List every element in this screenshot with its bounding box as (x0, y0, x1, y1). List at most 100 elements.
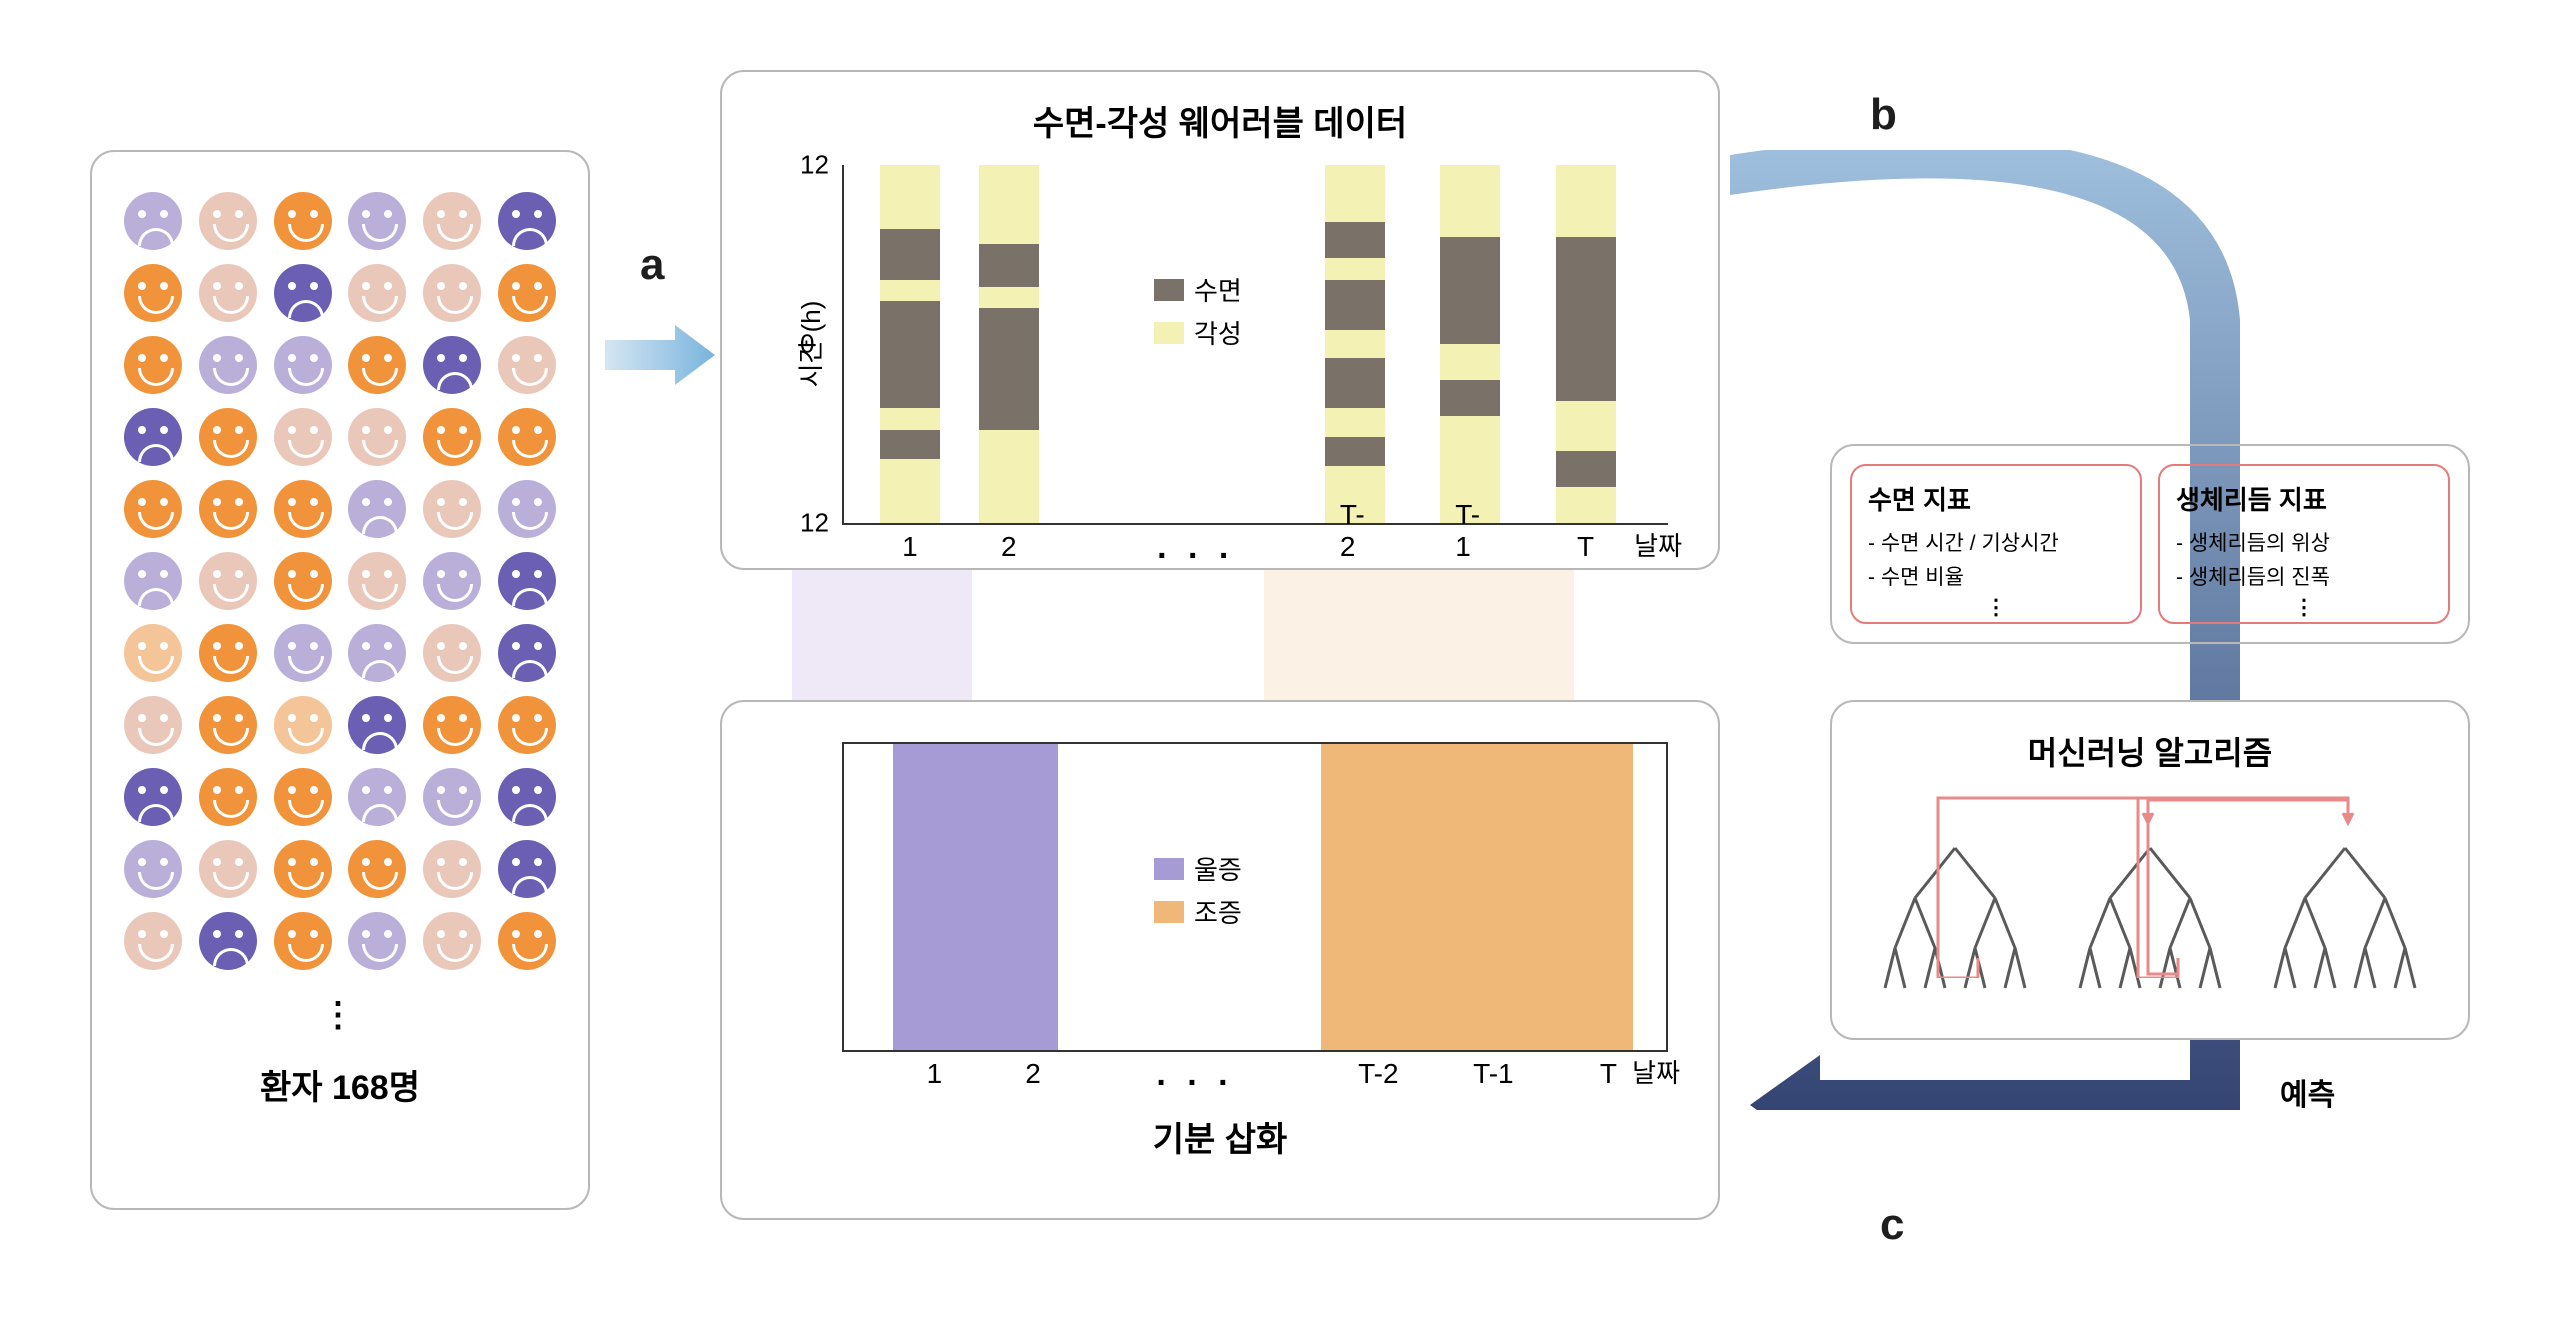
patient-face (124, 552, 182, 610)
patient-face (498, 624, 556, 682)
feat-sleep-title: 수면 지표 (1868, 480, 2124, 517)
label-c: c (1880, 1200, 1904, 1250)
patient-face (199, 912, 257, 970)
patient-face (348, 768, 406, 826)
patient-face (124, 696, 182, 754)
mood-xtick: T-1 (1473, 1058, 1513, 1090)
patient-face (199, 552, 257, 610)
ytick-mid: 0 (800, 329, 814, 360)
patient-face (498, 480, 556, 538)
feat-sleep-item: - 수면 시간 / 기상시간 (1868, 527, 2124, 557)
patient-face (498, 912, 556, 970)
sleepwake-column: 2 (979, 165, 1039, 523)
patient-face (124, 840, 182, 898)
patient-face (423, 624, 481, 682)
patient-face (199, 408, 257, 466)
patients-caption: 환자 168명 (122, 1060, 558, 1109)
patient-face (348, 192, 406, 250)
sw-xtick: T-1 (1455, 499, 1485, 563)
patient-face (498, 840, 556, 898)
feat-dots: ⋮ (1868, 595, 2124, 620)
sw-xtick: T-2 (1340, 499, 1370, 563)
patient-face (423, 840, 481, 898)
patient-face (498, 408, 556, 466)
mood-caption: 기분 삽화 (762, 1112, 1678, 1161)
feat-circ-title: 생체리듬 지표 (2176, 480, 2432, 517)
patient-face (348, 696, 406, 754)
patient-face (199, 768, 257, 826)
feat-circ-item: - 생체리듬의 진폭 (2176, 561, 2432, 591)
patient-face (423, 264, 481, 322)
patient-face (274, 480, 332, 538)
sleepwake-column: T (1556, 165, 1616, 523)
patient-face (498, 264, 556, 322)
mood-xtick: 2 (1025, 1058, 1041, 1090)
feat-circ-item: - 생체리듬의 위상 (2176, 527, 2432, 557)
mood-xtick: T (1600, 1058, 1617, 1090)
predict-label: 예측 (2280, 1070, 2335, 1114)
patient-face (199, 264, 257, 322)
patient-face (348, 912, 406, 970)
patient-face (274, 552, 332, 610)
patient-face (348, 840, 406, 898)
legend-mania: 조증 (1194, 893, 1242, 930)
tree-links (1858, 778, 2458, 978)
patient-face (423, 696, 481, 754)
patient-face (423, 408, 481, 466)
patient-face (124, 768, 182, 826)
patient-face (199, 840, 257, 898)
sleepwake-mid-dots: . . . (1157, 528, 1234, 567)
mood-bar (1321, 744, 1633, 1050)
patient-face (348, 552, 406, 610)
patient-face (124, 480, 182, 538)
trees (1858, 798, 2442, 998)
patient-face (348, 408, 406, 466)
sleepwake-title: 수면-각성 웨어러블 데이터 (762, 96, 1678, 145)
mood-xlabel: 날짜 (1632, 1053, 1680, 1090)
patient-face (124, 408, 182, 466)
patient-face (274, 840, 332, 898)
feat-dots: ⋮ (2176, 595, 2432, 620)
patient-face (348, 336, 406, 394)
patient-face (124, 624, 182, 682)
sw-xtick: 1 (902, 531, 918, 563)
patient-face (423, 552, 481, 610)
patient-face (124, 264, 182, 322)
legend-depress: 울증 (1194, 850, 1242, 887)
mood-xtick: 1 (927, 1058, 943, 1090)
patient-face (348, 624, 406, 682)
mood-legend: 울증 조증 (1154, 844, 1242, 936)
patient-face (498, 768, 556, 826)
sleepwake-column: T-1 (1440, 165, 1500, 523)
sleepwake-legend: 수면 각성 (1154, 265, 1242, 357)
sleepwake-chart: 시간 (h) 12 0 12 . . . 날짜 수면 각성 12T-2T-1T (842, 165, 1668, 525)
patients-ellipsis: ⋮ (122, 995, 558, 1035)
ml-panel: 머신러닝 알고리즘 (1830, 700, 2470, 1040)
patient-face (274, 264, 332, 322)
patient-face (124, 336, 182, 394)
label-a: a (640, 240, 664, 290)
mood-panel: 울증 조증 . . . 날짜 12T-2T-1T 기분 삽화 (720, 700, 1720, 1220)
patient-face (423, 336, 481, 394)
patient-face (199, 480, 257, 538)
feature-box-circadian: 생체리듬 지표 - 생체리듬의 위상 - 생체리듬의 진폭 ⋮ (2158, 464, 2450, 624)
features-panel: 수면 지표 - 수면 시간 / 기상시간 - 수면 비율 ⋮ 생체리듬 지표 -… (1830, 444, 2470, 644)
mood-bar (893, 744, 1057, 1050)
legend-wake: 각성 (1194, 314, 1242, 351)
patient-face (423, 912, 481, 970)
patient-face (199, 696, 257, 754)
patient-face (274, 624, 332, 682)
sw-xtick: 2 (1001, 531, 1017, 563)
patient-face (348, 480, 406, 538)
mood-xtick: T-2 (1358, 1058, 1398, 1090)
patient-face (423, 768, 481, 826)
patient-face (498, 696, 556, 754)
sw-xtick: T (1577, 531, 1594, 563)
patient-face (274, 768, 332, 826)
ml-title: 머신러닝 알고리즘 (1858, 728, 2442, 774)
sleepwake-column: 1 (880, 165, 940, 523)
feat-sleep-item: - 수면 비율 (1868, 561, 2124, 591)
patient-face (124, 192, 182, 250)
patient-face (274, 336, 332, 394)
patient-face (199, 624, 257, 682)
